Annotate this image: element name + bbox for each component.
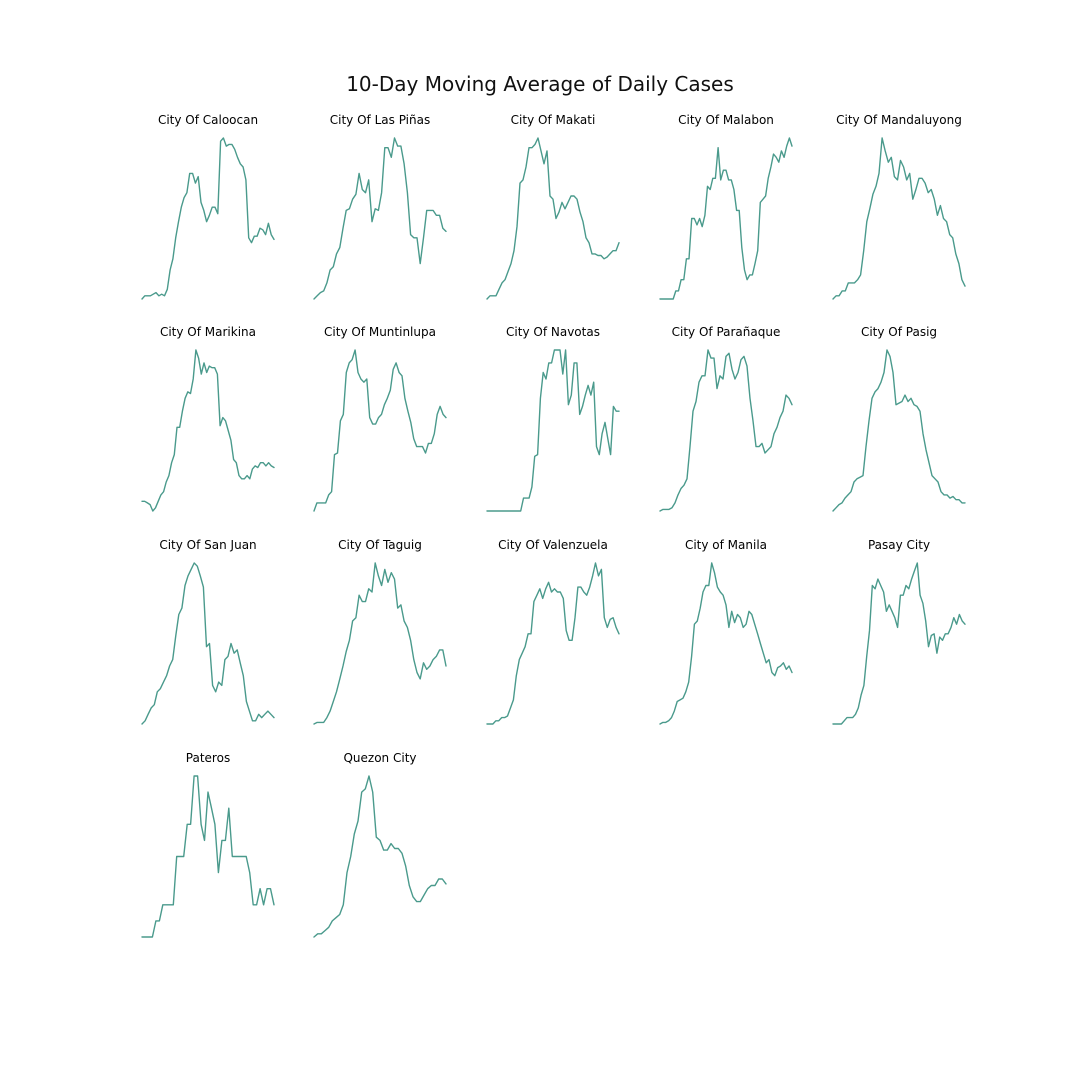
panel-12: City Of Valenzuela xyxy=(486,538,620,725)
series-line xyxy=(313,775,447,938)
panel-title: City Of Pasig xyxy=(861,325,937,339)
series-line xyxy=(659,137,793,300)
series-line xyxy=(313,562,447,725)
panel-title: City Of Taguig xyxy=(338,538,422,552)
series-line xyxy=(141,775,275,938)
panel-0: City Of Caloocan xyxy=(141,113,275,300)
panel-title: City Of Las Piñas xyxy=(330,113,430,127)
panel-10: City Of San Juan xyxy=(141,538,275,725)
panel-14: Pasay City xyxy=(832,538,966,725)
panel-9: City Of Pasig xyxy=(832,325,966,512)
figure-title: 10-Day Moving Average of Daily Cases xyxy=(346,72,734,96)
panel-title: Pasay City xyxy=(868,538,930,552)
panel-title: City of Manila xyxy=(685,538,767,552)
series-line xyxy=(832,349,966,512)
panel-title: City Of Muntinlupa xyxy=(324,325,436,339)
series-line xyxy=(141,137,275,300)
series-line xyxy=(141,349,275,512)
series-line xyxy=(141,562,275,725)
panel-3: City Of Malabon xyxy=(659,113,793,300)
series-line xyxy=(313,137,447,300)
panel-title: City Of Marikina xyxy=(160,325,256,339)
series-line xyxy=(832,562,966,725)
panel-4: City Of Mandaluyong xyxy=(832,113,966,300)
panel-title: City Of Valenzuela xyxy=(498,538,608,552)
panel-title: City Of Makati xyxy=(511,113,596,127)
panel-title: City Of Caloocan xyxy=(158,113,258,127)
panel-title: City Of San Juan xyxy=(159,538,256,552)
panel-15: Pateros xyxy=(141,751,275,938)
series-line xyxy=(313,349,447,512)
panel-title: City Of Malabon xyxy=(678,113,774,127)
panel-1: City Of Las Piñas xyxy=(313,113,447,300)
panel-6: City Of Muntinlupa xyxy=(313,325,447,512)
series-line xyxy=(659,562,793,725)
panel-13: City of Manila xyxy=(659,538,793,725)
panel-title: City Of Mandaluyong xyxy=(836,113,962,127)
series-line xyxy=(659,349,793,512)
series-line xyxy=(486,562,620,725)
panel-title: City Of Parañaque xyxy=(672,325,781,339)
panel-2: City Of Makati xyxy=(486,113,620,300)
panel-title: Pateros xyxy=(186,751,230,765)
series-line xyxy=(486,137,620,300)
panel-title: Quezon City xyxy=(343,751,416,765)
panel-11: City Of Taguig xyxy=(313,538,447,725)
panel-7: City Of Navotas xyxy=(486,325,620,512)
series-line xyxy=(832,137,966,300)
panel-title: City Of Navotas xyxy=(506,325,600,339)
series-line xyxy=(486,349,620,512)
panel-8: City Of Parañaque xyxy=(659,325,793,512)
panels-group: City Of Caloocan City Of Las Piñas City Of… xyxy=(141,113,966,938)
panel-16: Quezon City xyxy=(313,751,447,938)
panel-5: City Of Marikina xyxy=(141,325,275,512)
